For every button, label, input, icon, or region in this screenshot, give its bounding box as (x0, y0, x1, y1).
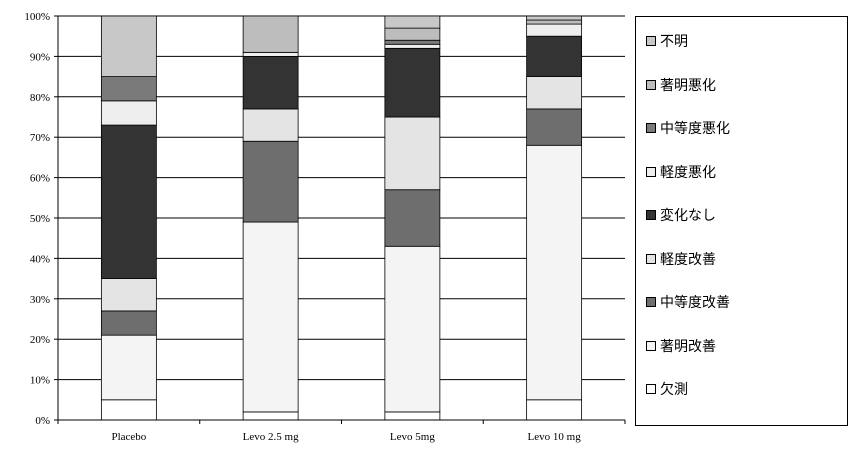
bar-segment (242, 140, 299, 223)
bar-segment (242, 56, 299, 110)
bar-segment (526, 76, 583, 110)
legend-item: 著明悪化 (646, 75, 716, 95)
x-tick-label: Placebo (111, 431, 146, 443)
legend-item: 欠測 (646, 379, 688, 399)
bar-segment (100, 76, 157, 102)
y-tick-label: 100% (24, 11, 50, 23)
legend-label: 軽度悪化 (660, 164, 716, 181)
y-tick-label: 20% (30, 334, 50, 346)
legend-label: 欠測 (660, 382, 688, 398)
legend-item: 中等度改善 (646, 292, 730, 312)
bar-segment (100, 124, 157, 280)
legend-label: 不明 (660, 34, 688, 50)
legend-swatch (646, 253, 656, 264)
legend-label: 著明改善 (660, 338, 716, 355)
bar-segment (384, 43, 441, 49)
legend-item: 不明 (646, 31, 688, 51)
legend-swatch (646, 340, 656, 351)
y-tick-label: 40% (30, 253, 50, 265)
bar-segment (384, 27, 441, 41)
bar-segment (242, 221, 299, 413)
y-tick-label: 50% (30, 213, 50, 225)
bar-segment (526, 108, 583, 146)
bar-segment (384, 116, 441, 191)
legend-label: 中等度悪化 (660, 121, 730, 137)
y-tick-label: 90% (30, 51, 50, 63)
legend-swatch (646, 297, 656, 307)
bar-segment (526, 19, 583, 25)
bar-segment (100, 399, 157, 421)
bar-segment (526, 144, 583, 401)
bar-segment (526, 15, 583, 21)
legend-label: 著明悪化 (660, 77, 716, 94)
legend-swatch (646, 36, 656, 46)
x-tick-label: Levo 10 mg (528, 431, 582, 443)
y-tick-label: 80% (30, 92, 50, 104)
legend-swatch (646, 384, 656, 394)
x-tick-labels: Placebo Levo 2.5 mg Levo 5mg Levo 10 mg (111, 431, 581, 443)
bar-segment (384, 245, 441, 413)
legend-item: 軽度悪化 (646, 162, 716, 182)
bar-segment (384, 189, 441, 247)
bar-segment (384, 39, 441, 45)
bar-segment (100, 310, 157, 336)
bar-segment (242, 15, 299, 53)
y-tick-label: 0% (35, 415, 50, 427)
y-tick-label: 70% (30, 132, 50, 144)
x-tick-label: Levo 2.5 mg (243, 431, 299, 443)
y-tick-label: 30% (30, 294, 50, 306)
bar-segment (242, 411, 299, 421)
legend-item: 変化なし (646, 205, 716, 225)
bar-segment (526, 35, 583, 78)
bar-segment (526, 23, 583, 37)
y-tick-labels: 0% 10% 20% 30% 40% 50% 60% 70% 80% 90% 100% (24, 11, 50, 427)
legend-swatch (646, 123, 656, 133)
legend-item: 著明改善 (646, 336, 716, 356)
bars (100, 15, 583, 421)
bar-segment (100, 278, 157, 312)
bar-segment (526, 399, 583, 421)
legend-swatch (646, 166, 656, 177)
y-tick-label: 10% (30, 375, 50, 387)
legend-label: 変化なし (660, 208, 716, 224)
stacked-bar-chart: 0% 10% 20% 30% 40% 50% 60% 70% 80% 90% 100% Placeb… (24, 11, 626, 443)
bar-segment (100, 334, 157, 401)
legend-label: 中等度改善 (660, 295, 730, 311)
bar-segment (100, 100, 157, 126)
legend-swatch (646, 210, 656, 220)
legend-item: 中等度悪化 (646, 118, 730, 138)
y-tick-label: 60% (30, 173, 50, 185)
bar-segment (384, 15, 441, 29)
legend: 不明著明悪化中等度悪化軽度悪化変化なし軽度改善中等度改善著明改善欠測 (635, 16, 848, 426)
bar-segment (384, 47, 441, 118)
x-tick-label: Levo 5mg (390, 431, 435, 443)
legend-label: 軽度改善 (660, 251, 716, 268)
bar-segment (242, 51, 299, 57)
axes (54, 15, 626, 424)
bar-segment (100, 15, 157, 77)
legend-swatch (646, 79, 656, 90)
legend-item: 軽度改善 (646, 249, 716, 269)
bar-segment (384, 411, 441, 421)
bar-segment (242, 108, 299, 142)
